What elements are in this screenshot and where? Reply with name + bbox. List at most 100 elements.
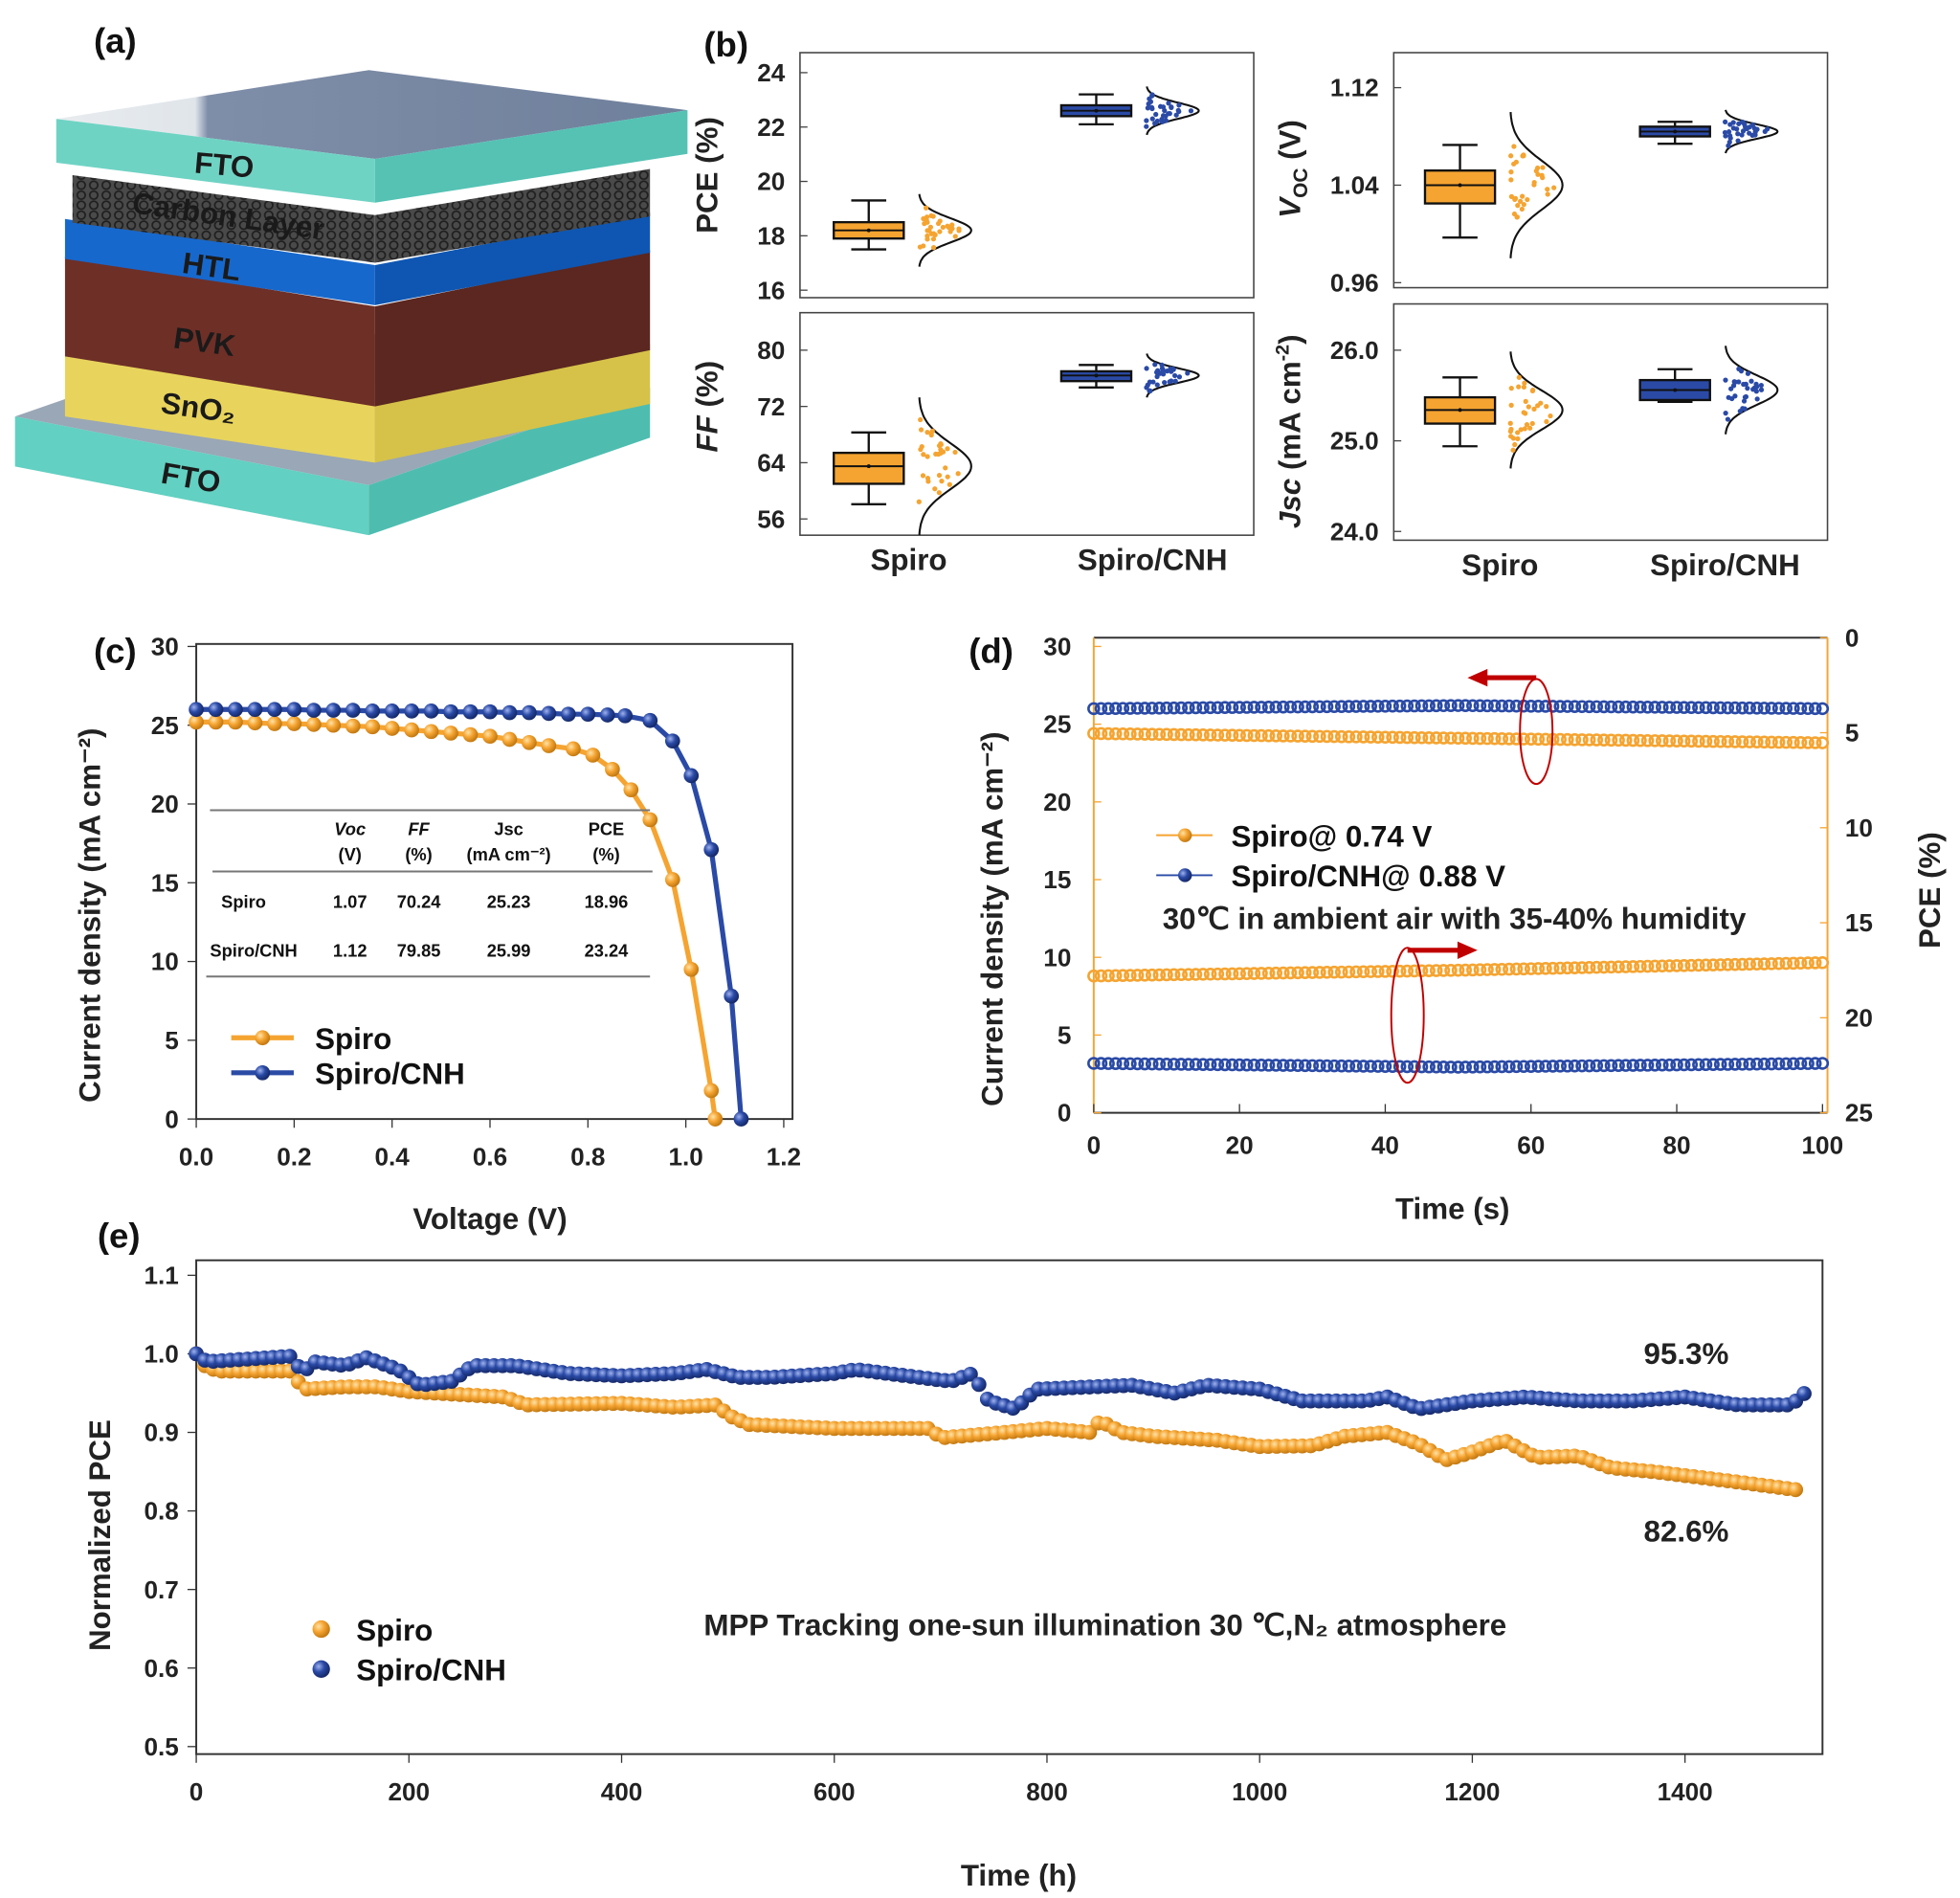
- pce-point: [1124, 1057, 1137, 1071]
- mean-marker: [1094, 108, 1099, 113]
- current-point: [1815, 702, 1830, 716]
- data-point: [947, 229, 953, 234]
- data-point: [1510, 447, 1516, 453]
- pce-point: [1459, 963, 1472, 977]
- data-point: [1146, 100, 1151, 107]
- data-point: [208, 714, 224, 730]
- pce-point: [1255, 967, 1268, 980]
- current-point: [1815, 736, 1830, 749]
- y-tick-label: 1.1: [144, 1262, 178, 1290]
- pce-point: [1728, 1058, 1742, 1071]
- pce-point: [1670, 959, 1683, 972]
- data-point: [1172, 378, 1178, 384]
- data-point: [945, 223, 950, 229]
- pce-point: [1371, 965, 1385, 978]
- table-cell: 70.24: [397, 891, 442, 911]
- current-point: [1568, 732, 1582, 747]
- current-point: [1167, 701, 1181, 715]
- data-point: [1742, 406, 1748, 412]
- pce-point: [1670, 1058, 1683, 1072]
- current-point: [1787, 702, 1800, 715]
- pce-point: [1656, 959, 1669, 973]
- x-category-spiro: Spiro: [871, 544, 947, 577]
- current-point: [1349, 730, 1363, 744]
- pce-point: [1561, 961, 1574, 975]
- pce-point: [1160, 1057, 1173, 1071]
- series-spiro-cnh: [1087, 699, 1830, 1074]
- x-tick-label: 1000: [1232, 1777, 1287, 1806]
- x-tick-label: 0: [1087, 1131, 1102, 1160]
- current-point: [1429, 731, 1443, 745]
- data-point: [935, 220, 942, 227]
- table-row-label: Spiro: [221, 891, 266, 911]
- pce-point: [1495, 1060, 1509, 1074]
- data-point: [1754, 126, 1760, 132]
- data-point: [1758, 382, 1764, 389]
- data-point: [1538, 400, 1544, 406]
- data-point: [208, 702, 224, 718]
- data-point: [482, 703, 498, 720]
- pce-point: [1656, 1058, 1669, 1072]
- current-point: [1408, 699, 1421, 713]
- pce-point: [1451, 1061, 1465, 1074]
- pce-point: [1743, 957, 1756, 971]
- data-point: [1747, 124, 1752, 130]
- data-point: [1727, 122, 1733, 127]
- current-point: [1459, 731, 1472, 746]
- mean-marker: [866, 464, 871, 469]
- x-tick-label: 400: [601, 1777, 643, 1806]
- y-tick-label: 10: [1043, 943, 1071, 971]
- data-point: [1148, 104, 1155, 111]
- data-point: [1514, 214, 1520, 220]
- pce-point: [1327, 965, 1341, 979]
- pce-point: [1145, 968, 1159, 982]
- current-point: [1618, 700, 1633, 714]
- pce-point: [1640, 1059, 1655, 1072]
- pce-point: [1815, 955, 1830, 970]
- x-tick-label: 800: [1026, 1777, 1068, 1806]
- data-point: [945, 446, 950, 452]
- current-point: [1531, 732, 1546, 747]
- x-tick-label: 0.6: [473, 1142, 507, 1171]
- current-point: [1561, 732, 1574, 747]
- pce-point: [1787, 1057, 1800, 1071]
- pce-point: [1582, 961, 1596, 974]
- current-point: [1524, 732, 1538, 746]
- data-point: [1545, 191, 1550, 197]
- pce-point: [1640, 959, 1655, 973]
- pce-point: [1167, 968, 1181, 982]
- data-point: [605, 761, 620, 777]
- pce-point: [1590, 960, 1604, 974]
- mean-marker: [1458, 408, 1462, 413]
- data-point: [955, 471, 961, 477]
- data-point: [932, 486, 938, 492]
- current-point: [1634, 700, 1647, 714]
- pce-point: [1487, 1060, 1502, 1074]
- current-point: [1787, 735, 1800, 749]
- current-point: [1313, 700, 1326, 714]
- current-point: [1481, 699, 1494, 713]
- x-tick-label: 40: [1371, 1131, 1399, 1160]
- table-header-unit: (V): [339, 844, 362, 864]
- data-point: [423, 724, 439, 740]
- current-point: [1145, 702, 1159, 715]
- pce-point: [1503, 1060, 1516, 1074]
- data-point: [306, 703, 322, 718]
- y-tick-label: 0.6: [144, 1654, 178, 1683]
- current-point: [1568, 700, 1582, 713]
- data-point: [1788, 1482, 1804, 1498]
- data-point: [1515, 203, 1521, 209]
- data-point: [423, 703, 439, 719]
- data-point: [924, 219, 930, 225]
- current-point: [1392, 699, 1407, 713]
- current-point: [1757, 735, 1771, 749]
- current-point: [1793, 736, 1808, 749]
- pce-point: [1269, 1059, 1283, 1072]
- current-point: [1582, 733, 1596, 747]
- box-spiro-cnh: [1059, 86, 1200, 136]
- data-point: [1154, 382, 1160, 388]
- pce-point: [1735, 1058, 1749, 1071]
- pce-point: [1277, 966, 1290, 980]
- pce-point: [1392, 1060, 1407, 1074]
- data-point: [1176, 374, 1183, 380]
